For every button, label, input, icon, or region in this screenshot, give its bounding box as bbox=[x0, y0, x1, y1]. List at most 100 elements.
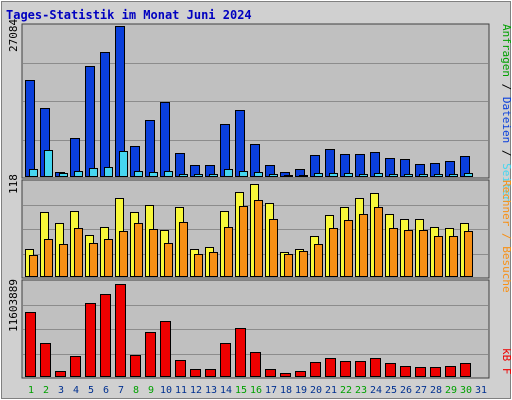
dateien-bar bbox=[254, 172, 263, 177]
kb-bar bbox=[460, 363, 471, 377]
kb-bar bbox=[400, 366, 411, 377]
besuche-bar bbox=[329, 228, 338, 277]
visits-bars bbox=[25, 184, 473, 277]
legend-seiten: Seiten bbox=[500, 163, 512, 203]
dateien-bar bbox=[164, 171, 173, 177]
besuche-bar bbox=[194, 254, 203, 277]
kb-bar bbox=[205, 369, 216, 377]
kb-bar bbox=[295, 371, 306, 377]
kb-bar bbox=[250, 352, 261, 377]
day-label: 22 bbox=[340, 385, 352, 396]
besuche-bar bbox=[449, 236, 458, 277]
dateien-bar bbox=[119, 151, 128, 177]
day-axis-labels: 1 2 3 4 5 6 7 8 9 10 11 12 13 14 15 16 17 18 19 20 21 22 23 24 2… bbox=[28, 385, 487, 396]
besuche-bar bbox=[434, 236, 443, 277]
day-label: 27 bbox=[415, 385, 427, 396]
kb-bar bbox=[100, 294, 111, 377]
dateien-bar bbox=[104, 167, 113, 177]
bytes-bars bbox=[25, 284, 471, 377]
besuche-bar bbox=[89, 243, 98, 277]
besuche-bar bbox=[44, 239, 53, 277]
day-label: 28 bbox=[430, 385, 442, 396]
dateien-bar bbox=[179, 174, 188, 177]
kb-bar bbox=[370, 358, 381, 377]
dateien-bar bbox=[389, 174, 398, 177]
day-label: 5 bbox=[88, 385, 94, 396]
anfragen-bar bbox=[25, 80, 35, 177]
kb-bar bbox=[325, 358, 336, 377]
visits-panel-frame bbox=[21, 179, 490, 279]
kb-bar bbox=[160, 321, 171, 377]
day-label: 21 bbox=[325, 385, 337, 396]
anfragen-bar bbox=[250, 144, 260, 177]
kb-bar bbox=[310, 362, 321, 377]
besuche-bar bbox=[179, 222, 188, 277]
kb-bar bbox=[415, 367, 426, 377]
kb-bar bbox=[190, 369, 201, 377]
day-label: 4 bbox=[73, 385, 79, 396]
dateien-bar bbox=[134, 171, 143, 177]
besuche-bar bbox=[164, 243, 173, 277]
kb-bar bbox=[115, 284, 126, 377]
besuche-bar bbox=[359, 214, 368, 277]
day-label: 17 bbox=[265, 385, 277, 396]
day-label: 19 bbox=[295, 385, 307, 396]
legend-separator: / bbox=[500, 77, 512, 97]
requests-axis-max-label: 27084 bbox=[7, 19, 20, 52]
dateien-bar bbox=[449, 174, 458, 177]
visits-legend: Rechner / Besuche bbox=[500, 180, 512, 293]
anfragen-bar bbox=[85, 66, 95, 177]
anfragen-bar bbox=[355, 154, 365, 177]
anfragen-bar bbox=[385, 158, 395, 177]
dateien-bar bbox=[224, 169, 233, 177]
kb-bar bbox=[385, 363, 396, 377]
dateien-bar bbox=[209, 174, 218, 177]
dateien-bar bbox=[419, 174, 428, 177]
kb-bar bbox=[265, 369, 276, 377]
besuche-bar bbox=[29, 255, 38, 277]
visits-axis-max-label: 118 bbox=[7, 174, 20, 194]
besuche-bar bbox=[419, 230, 428, 277]
besuche-bar bbox=[269, 219, 278, 277]
dateien-bar bbox=[59, 173, 68, 177]
kb-bar bbox=[85, 303, 96, 377]
besuche-bar bbox=[374, 207, 383, 277]
besuche-bar bbox=[314, 244, 323, 277]
day-label: 16 bbox=[250, 385, 262, 396]
day-label: 1 bbox=[28, 385, 34, 396]
kb-bar bbox=[220, 343, 231, 377]
day-label: 3 bbox=[58, 385, 64, 396]
legend-dateien: Dateien bbox=[500, 97, 512, 143]
besuche-bar bbox=[284, 254, 293, 277]
day-label: 15 bbox=[235, 385, 247, 396]
day-label: 30 bbox=[460, 385, 472, 396]
dateien-bar bbox=[239, 171, 248, 177]
dateien-bar bbox=[89, 168, 98, 177]
requests-panel-frame bbox=[21, 23, 490, 179]
day-label: 14 bbox=[220, 385, 232, 396]
dateien-bar bbox=[344, 173, 353, 177]
day-label: 24 bbox=[370, 385, 382, 396]
requests-panel bbox=[21, 23, 490, 179]
besuche-bar bbox=[464, 231, 473, 277]
kb-bar bbox=[430, 367, 441, 377]
besuche-bar bbox=[119, 231, 128, 277]
anfragen-bar bbox=[370, 152, 380, 177]
day-label: 7 bbox=[118, 385, 124, 396]
besuche-bar bbox=[299, 251, 308, 277]
kb-bar bbox=[235, 328, 246, 377]
visits-panel bbox=[21, 179, 490, 279]
bytes-panel bbox=[21, 279, 490, 379]
day-label: 13 bbox=[205, 385, 217, 396]
day-label: 6 bbox=[103, 385, 109, 396]
day-label: 11 bbox=[175, 385, 187, 396]
dateien-bar bbox=[149, 172, 158, 177]
day-label: 25 bbox=[385, 385, 397, 396]
besuche-bar bbox=[224, 227, 233, 277]
dateien-bar bbox=[314, 173, 323, 177]
anfragen-bar bbox=[400, 159, 410, 177]
besuche-bar bbox=[104, 239, 113, 277]
anfragen-bar bbox=[175, 153, 185, 177]
